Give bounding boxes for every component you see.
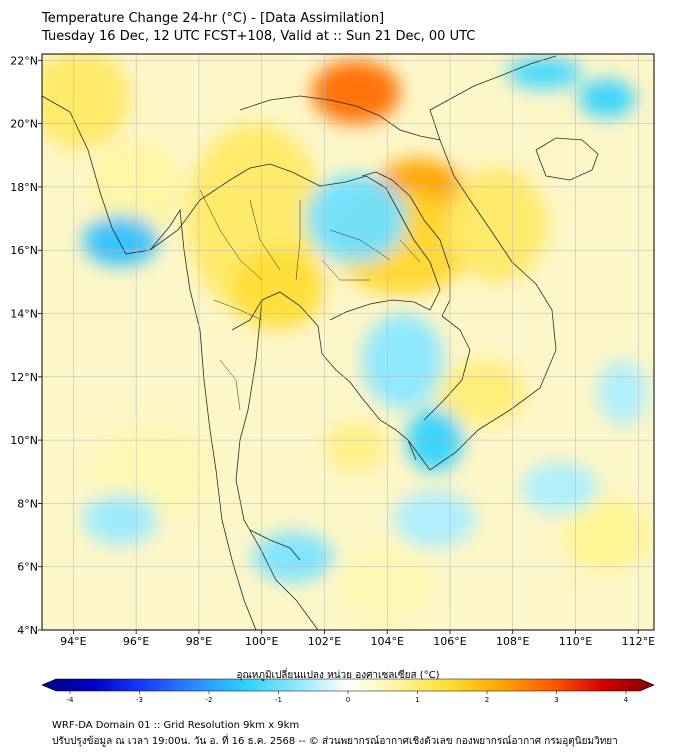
border-thai-myanmar (149, 163, 321, 251)
colorbar-tick-label: -3 (136, 696, 143, 704)
latitude-ticks: 22°N 20°N 18°N 16°N 14°N 12°N 10°N 8°N 6°N 4°N (10, 54, 42, 637)
colorbar-tick-label: -2 (206, 696, 213, 704)
border-thai-malaysia (249, 529, 301, 561)
footer-model-info: WRF-DA Domain 01 :: Grid Resolution 9km … (52, 720, 300, 731)
border-thai-laos (319, 175, 441, 321)
cool-anomaly-6 (252, 531, 334, 583)
colorbar-ticks: -4 -3 -2 -1 0 1 2 3 4 (67, 691, 629, 704)
coastline-gulf-thailand (231, 291, 417, 461)
cool-anomaly-9 (597, 360, 648, 425)
lon-tick-label: 98°E (186, 635, 212, 648)
lat-tick-label: 20°N (10, 118, 38, 131)
warm-anomaly-5 (42, 54, 130, 149)
warm-anomaly-6 (446, 167, 548, 282)
lon-tick-label: 108°E (496, 635, 529, 648)
cool-anomaly-7 (82, 493, 159, 545)
colorbar-tick-label: 1 (415, 696, 419, 704)
lon-tick-label: 104°E (371, 635, 404, 648)
warm-anomaly-9 (562, 497, 651, 574)
colorbar-tick-label: 0 (346, 696, 350, 704)
coastline-hainan (535, 137, 599, 181)
chart-title: Temperature Change 24-hr (°C) - [Data As… (42, 11, 385, 26)
warm-anomaly-0 (311, 60, 400, 124)
colorbar-label: อุณหภูมิเปลี่ยนแปลง หน่วย องศาเซลเซียส (… (236, 670, 440, 681)
cool-anomaly-10 (522, 462, 598, 513)
warm-anomaly-8 (324, 421, 388, 472)
lon-tick-label: 110°E (559, 635, 592, 648)
lon-tick-label: 112°E (622, 635, 655, 648)
cool-anomaly-1 (305, 174, 407, 263)
colorbar-tick-label: -4 (67, 696, 75, 704)
lat-tick-label: 10°N (10, 434, 38, 447)
lat-tick-label: 8°N (17, 497, 38, 510)
cool-anomaly-5 (362, 313, 444, 409)
lon-tick-label: 94°E (60, 635, 86, 648)
lat-tick-label: 12°N (10, 371, 38, 384)
warm-anomaly-4 (230, 247, 325, 330)
coastline-malay-peninsula (235, 299, 319, 630)
cool-anomaly-2 (506, 57, 582, 89)
map-frame (41, 53, 655, 631)
cool-anomaly-8 (393, 490, 476, 548)
footer-credit: ปรับปรุงข้อมูล ณ เวลา 19:00น. วัน อ. ที่… (52, 736, 618, 747)
colorbar-tick-label: -1 (275, 696, 282, 704)
lon-tick-label: 96°E (123, 635, 149, 648)
temperature-field (42, 54, 654, 630)
lon-tick-label: 100°E (245, 635, 278, 648)
lon-tick-label: 102°E (308, 635, 341, 648)
lat-tick-label: 16°N (10, 244, 38, 257)
lat-tick-label: 22°N (10, 54, 38, 67)
border-cambodia-vietnam (423, 315, 471, 421)
province-lines (199, 189, 421, 411)
cool-anomaly-0 (82, 215, 159, 267)
lat-tick-label: 18°N (10, 181, 38, 194)
border-china-north (239, 95, 441, 141)
lat-tick-label: 4°N (17, 624, 38, 637)
colorbar-tick-label: 3 (554, 696, 558, 704)
longitude-ticks: 94°E 96°E 98°E 100°E 102°E 104°E 106°E 108°E 110… (60, 630, 655, 648)
colorbar-gradient (41, 678, 655, 692)
cool-anomaly-3 (578, 79, 636, 118)
lon-tick-label: 106°E (433, 635, 466, 648)
lat-tick-label: 6°N (17, 561, 38, 574)
graticule (42, 54, 654, 630)
lat-tick-label: 14°N (10, 308, 38, 321)
colorbar-tick-label: 4 (624, 696, 629, 704)
colorbar (41, 678, 655, 692)
chart-subtitle: Tuesday 16 Dec, 12 UTC FCST+108, Valid a… (42, 29, 476, 44)
colorbar-tick-label: 2 (485, 696, 489, 704)
coastline-indochina-east (407, 55, 557, 471)
